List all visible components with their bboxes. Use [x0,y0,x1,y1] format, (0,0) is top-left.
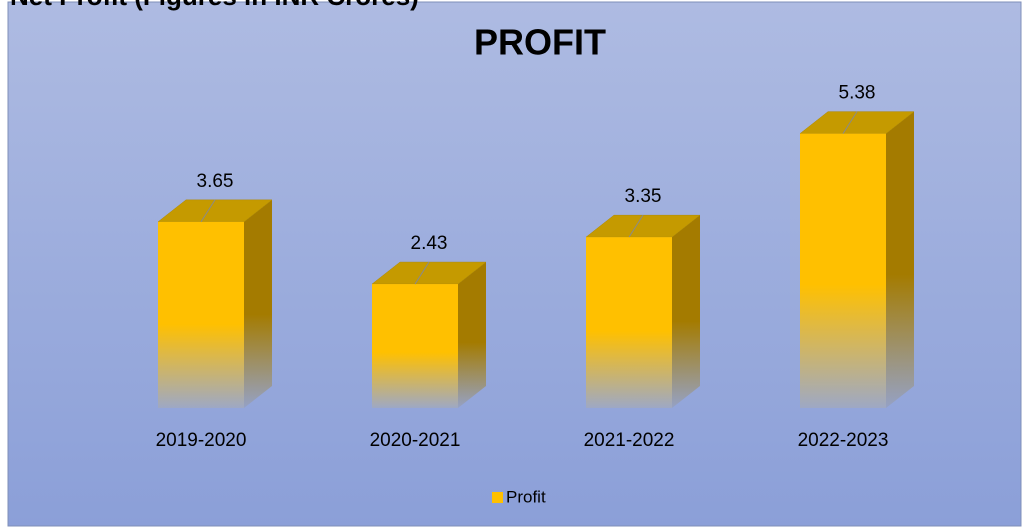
bar-side [244,199,272,408]
x-tick-label: 2022-2023 [798,430,889,451]
label-leader [414,261,430,285]
x-tick-label: 2020-2021 [370,430,461,451]
label-leader [200,199,216,223]
data-label: 3.35 [625,186,662,207]
label-leader [628,214,644,238]
data-label: 3.65 [197,171,234,192]
legend-swatch [492,492,503,503]
x-tick-label: 2019-2020 [156,430,247,451]
bar [585,214,701,408]
legend-label: Profit [506,487,546,506]
bar [799,111,915,409]
bar [371,261,487,408]
data-label: 5.38 [839,83,876,104]
bar [157,199,273,408]
x-tick-label: 2021-2022 [584,430,675,451]
chart-title: PROFIT [474,22,606,63]
bar-front [586,237,672,408]
bar-front [158,221,244,408]
data-label: 2.43 [411,233,448,254]
bar-side [458,262,486,408]
bar-front [372,284,458,408]
label-leader [842,111,858,134]
bar-front [800,133,886,408]
bar-side [886,111,914,409]
bar-side [672,215,700,408]
page-heading: Net Profit (Figures in INR Crores) [10,0,419,11]
